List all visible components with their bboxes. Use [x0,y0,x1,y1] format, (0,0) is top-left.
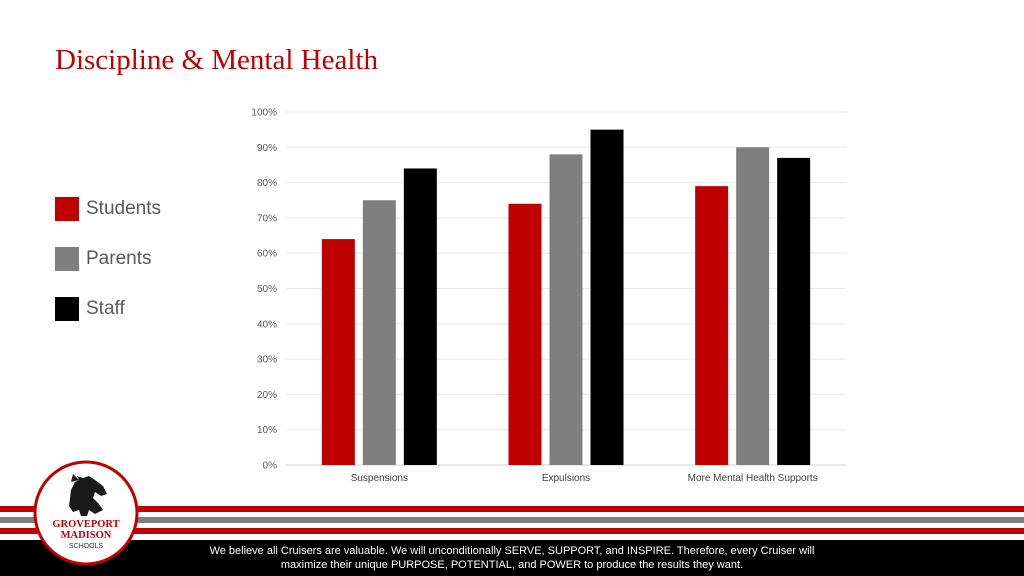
logo-line-3: SCHOOLS [69,543,104,550]
school-logo: GROVEPORT MADISON SCHOOLS [33,460,139,566]
x-tick-label: Expulsions [542,473,590,484]
legend-swatch-parents [55,247,79,271]
y-tick-label: 90% [257,143,277,154]
legend-label-staff: Staff [86,298,125,319]
y-tick-label: 100% [251,108,277,119]
mission-line-2: maximize their unique PURPOSE, POTENTIAL… [280,558,744,571]
bar-students [695,186,729,465]
x-tick-label: Suspensions [351,473,408,484]
bar-students [508,203,542,465]
y-tick-label: 40% [257,319,277,330]
bar-parents [549,154,583,466]
footer-stripe-gray [0,517,1024,523]
footer-bar [0,540,1024,576]
legend-item-students: Students [55,197,161,221]
y-tick-label: 80% [257,178,277,189]
y-tick-label: 50% [257,284,277,295]
logo-line-2: MADISON [61,530,112,541]
bar-parents [362,200,396,465]
mission-statement: We believe all Cruisers are valuable. We… [0,545,1024,572]
horse-icon [69,474,107,516]
slide-title: Discipline & Mental Health [55,44,378,76]
legend-label-students: Students [86,198,161,219]
x-tick-label: More Mental Health Supports [688,473,818,484]
bar-staff [403,168,437,466]
y-tick-label: 0% [263,461,278,472]
legend-swatch-students [55,197,79,221]
y-tick-label: 30% [257,355,277,366]
y-tick-label: 10% [257,425,277,436]
footer-stripe-red-bottom [0,528,1024,534]
bar-staff [590,129,624,465]
footer-stripe-red-top [0,506,1024,512]
legend-swatch-staff [55,297,79,321]
y-tick-label: 70% [257,213,277,224]
bar-parents [736,147,770,466]
legend-item-staff: Staff [55,297,161,321]
mission-line-1: We believe all Cruisers are valuable. We… [209,545,815,557]
bar-staff [777,157,811,465]
y-tick-label: 20% [257,390,277,401]
legend-label-parents: Parents [86,248,152,269]
bar-students [321,239,355,465]
chart-legend: Students Parents Staff [55,197,161,347]
y-tick-label: 60% [257,249,277,260]
legend-item-parents: Parents [55,247,161,271]
logo-line-1: GROVEPORT [52,519,119,530]
